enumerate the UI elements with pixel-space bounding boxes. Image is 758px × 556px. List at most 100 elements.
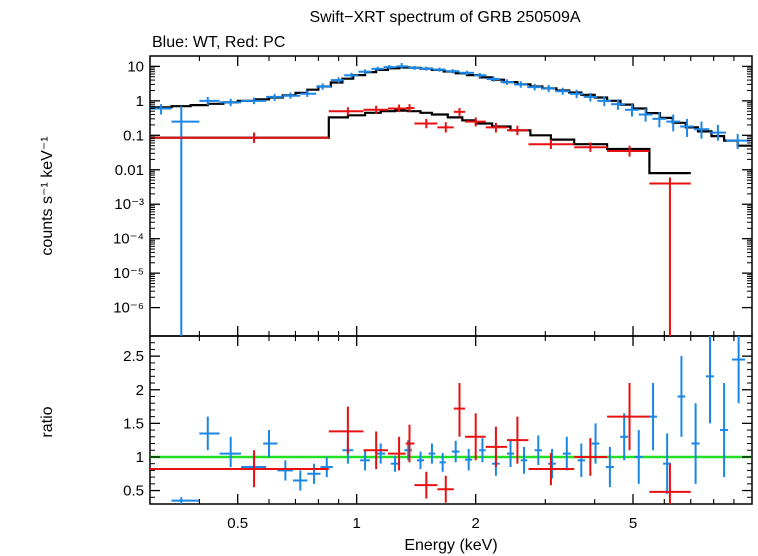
top-series-0-point-23 (514, 81, 528, 88)
top-y-tick-label: 10⁻⁶ (113, 300, 144, 317)
bottom-panel-frame (149, 335, 753, 505)
top-series-0-point-19 (459, 70, 474, 76)
bottom-series-1-point-11 (528, 452, 575, 486)
top-series-0-point-34 (666, 114, 681, 132)
bottom-series-0-point-37 (731, 336, 745, 404)
axes: 0.5 1 2 5 10 1 0.1 0.01 10⁻³ 10⁻⁴ 10⁻⁵ 10⁻⁶ 0.5 1 1.5 2… (113, 55, 752, 532)
top-series-0-point-29 (597, 96, 612, 107)
top-series-0-point-9 (330, 77, 345, 83)
bottom-series-0-point-2 (219, 436, 242, 468)
top-series-1-point-12 (574, 142, 608, 152)
top-series-0-point-2 (199, 96, 220, 106)
bottom-series-1-point-6 (437, 475, 454, 503)
bottom-series-0-point-19 (479, 438, 486, 463)
top-series-0-point-21 (486, 76, 501, 82)
top-series-0-point-27 (569, 89, 584, 99)
top-series-0-point-14 (396, 63, 409, 69)
top-series-1-point-10 (506, 125, 529, 136)
bottom-y-tick-label: 2 (136, 382, 144, 399)
bottom-series-0-point-25 (562, 436, 571, 471)
bottom-series-0-point-11 (376, 443, 386, 464)
bottom-y-axis-label: ratio (39, 406, 56, 437)
top-series-0-point-8 (316, 83, 331, 90)
top-series-1-point-9 (485, 122, 507, 133)
bottom-series-0-point-17 (451, 440, 460, 463)
bottom-panel-plot-area (150, 336, 752, 504)
bottom-series-0-point-23 (534, 435, 542, 466)
bottom-series-0-point-36 (720, 383, 729, 478)
chart-subtitle: Blue: WT, Red: PC (152, 34, 285, 51)
bottom-series-0-point-35 (706, 336, 714, 424)
bottom-series-0-point-10 (360, 450, 370, 471)
x-tick-label: 1 (353, 515, 361, 532)
top-panel-frame (149, 55, 753, 337)
top-series-1-point-0 (150, 132, 329, 143)
bottom-series-1-point-4 (405, 424, 415, 463)
bottom-y-tick-label: 1.5 (123, 415, 144, 432)
top-panel-plot-area (150, 63, 752, 336)
top-series-1-point-4 (405, 104, 415, 112)
x-tick-label: 2 (472, 515, 480, 532)
top-series-0-point-33 (652, 112, 667, 128)
bottom-series-0-point-8 (320, 456, 333, 478)
top-series-0-point-18 (445, 69, 460, 74)
bottom-y-tick-label: 0.5 (123, 483, 144, 500)
top-series-1-point-1 (328, 107, 364, 116)
top-series-0-point-35 (680, 118, 694, 137)
bottom-y-tick-label: 2.5 (123, 348, 144, 365)
bottom-series-0-point-22 (520, 446, 528, 474)
top-series-0-point-13 (383, 64, 397, 70)
bottom-series-1-point-2 (363, 431, 388, 470)
bottom-series-0-point-18 (465, 448, 473, 471)
bottom-series-1-point-12 (574, 438, 608, 476)
bottom-y-tick-label: 1 (136, 449, 144, 466)
bottom-series-1-point-13 (607, 383, 650, 451)
top-series-0-point-6 (282, 92, 301, 99)
model-curve-pc (150, 109, 691, 175)
bottom-series-0-point-33 (677, 356, 686, 437)
bottom-series-0-point-15 (428, 443, 436, 464)
top-series-1-point-5 (414, 118, 438, 129)
x-tick-label: 0.5 (227, 515, 248, 532)
top-series-0-point-4 (241, 97, 267, 105)
top-y-tick-label: 0.1 (123, 127, 144, 144)
top-series-0-point-12 (371, 66, 384, 71)
bottom-series-0-point-29 (620, 413, 629, 461)
top-series-1-point-7 (453, 107, 466, 117)
bottom-series-0-point-34 (691, 403, 700, 484)
top-y-tick-label: 10⁻³ (114, 196, 144, 213)
top-series-0-point-5 (266, 93, 283, 101)
top-y-tick-label: 1 (136, 93, 144, 110)
x-tick-label: 5 (629, 515, 637, 532)
top-series-1-point-3 (387, 104, 406, 113)
bottom-series-0-point-5 (277, 460, 293, 481)
top-series-0-point-22 (500, 79, 515, 85)
top-series-1-point-13 (607, 145, 650, 157)
bottom-series-1-point-7 (453, 383, 466, 437)
bottom-series-0-point-7 (307, 463, 321, 484)
bottom-series-0-point-0 (171, 497, 200, 504)
bottom-series-1-point-9 (485, 426, 507, 468)
chart-title: Swift−XRT spectrum of GRB 250509A (309, 9, 580, 26)
bottom-series-0-point-21 (506, 440, 515, 468)
bottom-series-0-point-30 (634, 430, 643, 484)
bottom-series-0-point-16 (439, 452, 446, 472)
bottom-series-1-point-5 (414, 471, 438, 499)
top-series-1-point-6 (437, 122, 454, 133)
top-series-0-point-15 (408, 65, 421, 70)
bottom-series-0-point-28 (605, 446, 614, 488)
top-y-tick-label: 10⁻⁵ (113, 265, 144, 282)
top-series-0-point-32 (638, 108, 653, 122)
top-series-0-point-36 (693, 121, 710, 139)
x-axis-label: Energy (keV) (404, 537, 497, 554)
top-y-tick-label: 10⁻⁴ (113, 231, 144, 248)
top-series-1-point-8 (465, 117, 486, 127)
top-series-0-point-38 (726, 133, 751, 150)
top-series-0-point-24 (527, 83, 542, 91)
bottom-series-0-point-14 (416, 451, 425, 470)
top-series-0-point-25 (541, 84, 556, 93)
top-y-axis-label: counts s⁻¹ keV⁻¹ (39, 136, 56, 255)
bottom-series-0-point-12 (390, 455, 400, 472)
top-series-0-point-30 (611, 99, 625, 110)
bottom-series-1-point-0 (150, 450, 329, 488)
